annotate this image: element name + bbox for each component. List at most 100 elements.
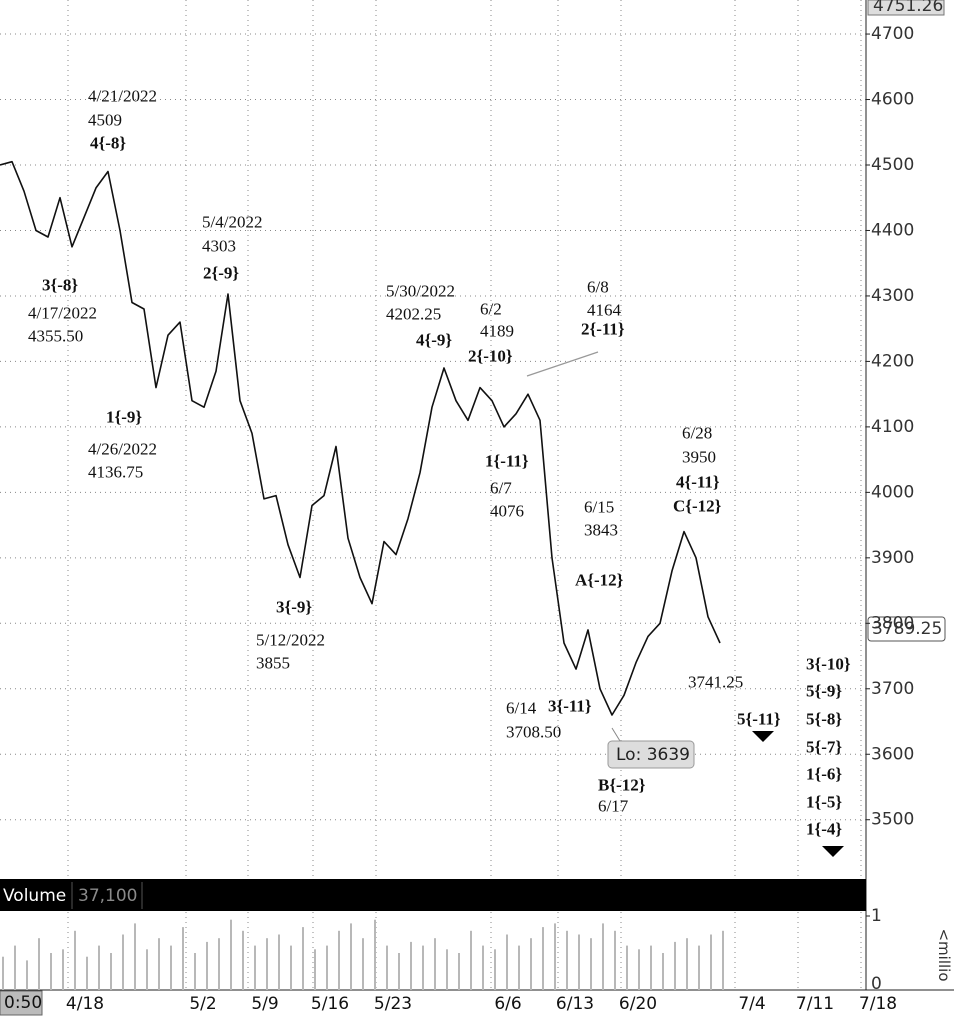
annotation: 6/7 <box>490 479 512 498</box>
volume-bar <box>110 953 112 990</box>
y-tick-label: 4000 <box>871 482 914 502</box>
volume-bar <box>686 938 688 990</box>
annotation: 5{-8} <box>806 710 842 729</box>
volume-bar <box>722 930 724 990</box>
volume-bar <box>122 934 124 990</box>
annotation: 4076 <box>490 502 524 521</box>
volume-bar <box>26 960 28 990</box>
volume-bar <box>338 930 340 990</box>
annotation: 4/17/2022 <box>28 304 97 323</box>
annotation: 4/26/2022 <box>88 440 157 459</box>
volume-bar <box>350 923 352 990</box>
annotation: 5/30/2022 <box>386 282 455 301</box>
volume-bar <box>602 923 604 990</box>
volume-bar <box>458 953 460 990</box>
annotation: 4{-11} <box>676 473 720 492</box>
last-price-label: 3789.25 <box>872 619 942 639</box>
volume-bar <box>662 953 664 990</box>
x-tick-label: 6/20 <box>619 994 657 1014</box>
volume-bar <box>278 934 280 990</box>
time-label: 0:50 <box>4 993 42 1013</box>
volume-bar <box>230 919 232 990</box>
volume-tick-label: 0 <box>871 974 882 994</box>
annotation: 4189 <box>480 322 514 341</box>
volume-bar <box>614 930 616 990</box>
x-tick-label: 5/2 <box>189 994 216 1014</box>
annotation: 3{-9} <box>276 598 312 617</box>
volume-bar <box>206 941 208 990</box>
time-box <box>0 990 43 1016</box>
annotation: 3{-8} <box>42 276 78 295</box>
volume-bar <box>554 923 556 990</box>
marker-triangle <box>822 846 844 857</box>
high-label: 4751.26 <box>873 0 943 16</box>
volume-bar <box>242 930 244 990</box>
volume-bar <box>710 934 712 990</box>
annotation-leader <box>526 351 599 377</box>
volume-bar <box>578 934 580 990</box>
annotation: 3950 <box>682 448 716 467</box>
volume-bar <box>422 945 424 990</box>
y-tick-label: 3800 <box>871 613 914 633</box>
volume-bar <box>266 938 268 990</box>
y-tick-label: 4300 <box>871 286 914 306</box>
annotation: C{-12} <box>673 497 722 516</box>
x-tick-label: 6/13 <box>556 994 594 1014</box>
volume-bar <box>194 953 196 990</box>
y-tick-label: 4700 <box>871 24 914 44</box>
volume-bar <box>386 945 388 990</box>
annotation: 6/2 <box>480 300 502 319</box>
volume-bar <box>674 941 676 990</box>
volume-bar <box>326 945 328 990</box>
annotation: 4/21/2022 <box>88 87 157 106</box>
volume-bar <box>182 927 184 990</box>
annotation: 6/15 <box>584 498 614 517</box>
annotation: 4136.75 <box>88 463 143 482</box>
x-tick-label: 6/6 <box>494 994 521 1014</box>
volume-bar <box>86 956 88 990</box>
volume-bar <box>38 938 40 990</box>
volume-bar <box>314 949 316 990</box>
x-tick-label: 4/18 <box>66 994 104 1014</box>
volume-bar <box>446 949 448 990</box>
annotation: 4{-9} <box>416 331 452 350</box>
volume-bar <box>470 930 472 990</box>
y-tick-label: 4400 <box>871 220 914 240</box>
volume-bar <box>2 956 4 990</box>
high-box <box>867 0 945 16</box>
y-tick-label: 4200 <box>871 351 914 371</box>
annotation: 3{-10} <box>806 655 851 674</box>
x-tick-label: 5/9 <box>251 994 278 1014</box>
annotation: 5{-7} <box>806 738 842 757</box>
volume-bar <box>482 945 484 990</box>
annotation: 1{-4} <box>806 820 842 839</box>
volume-bar <box>74 930 76 990</box>
y-tick-label: 3500 <box>871 810 914 830</box>
annotation: 6/17 <box>598 797 629 816</box>
annotation: 6/28 <box>682 424 712 443</box>
annotation: 3855 <box>256 654 290 673</box>
annotation: 2{-11} <box>581 320 625 339</box>
annotation: 4{-8} <box>90 134 126 153</box>
low-label: Lo: 3639 <box>616 745 690 765</box>
annotation: 5{-11} <box>737 710 781 729</box>
x-tick-label: 5/23 <box>374 994 412 1014</box>
volume-bar <box>158 938 160 990</box>
annotation: 2{-10} <box>468 347 513 366</box>
annotation: 6/14 <box>506 699 537 718</box>
last-price-box <box>867 616 946 642</box>
volume-bar <box>434 938 436 990</box>
y-tick-label: 4600 <box>871 90 914 110</box>
x-tick-label: 7/11 <box>796 994 834 1014</box>
annotation: B{-12} <box>598 776 646 795</box>
y-tick-label: 4100 <box>871 417 914 437</box>
volume-bar <box>302 927 304 990</box>
volume-bar <box>290 945 292 990</box>
volume-bar <box>698 945 700 990</box>
y-tick-label: 3600 <box>871 744 914 764</box>
annotation: 5{-9} <box>806 682 842 701</box>
volume-bar <box>518 945 520 990</box>
low-pointer <box>611 727 621 742</box>
volume-bar <box>542 927 544 990</box>
annotation: 3{-11} <box>548 697 592 716</box>
